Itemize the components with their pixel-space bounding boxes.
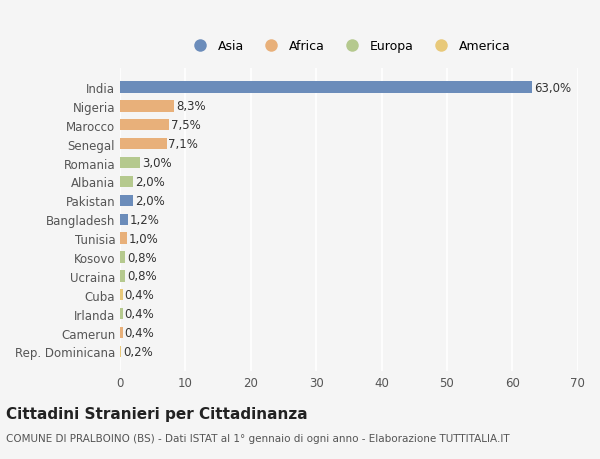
Text: 63,0%: 63,0% — [534, 81, 571, 95]
Legend: Asia, Africa, Europa, America: Asia, Africa, Europa, America — [182, 35, 515, 58]
Text: 7,5%: 7,5% — [171, 119, 201, 132]
Text: Cittadini Stranieri per Cittadinanza: Cittadini Stranieri per Cittadinanza — [6, 406, 308, 421]
Text: 0,8%: 0,8% — [127, 251, 157, 264]
Text: 8,3%: 8,3% — [176, 100, 206, 113]
Bar — [120, 101, 175, 112]
Bar — [120, 233, 127, 244]
Text: 0,4%: 0,4% — [125, 289, 154, 302]
Bar — [120, 120, 169, 131]
Text: 0,4%: 0,4% — [125, 326, 154, 339]
Text: 1,2%: 1,2% — [130, 213, 160, 226]
Text: 0,2%: 0,2% — [124, 345, 153, 358]
Bar — [120, 308, 123, 319]
Text: 2,0%: 2,0% — [135, 195, 165, 207]
Bar — [120, 327, 123, 339]
Text: 7,1%: 7,1% — [169, 138, 199, 151]
Bar — [120, 271, 125, 282]
Bar — [120, 139, 167, 150]
Bar — [120, 82, 532, 94]
Bar — [120, 157, 140, 169]
Bar — [120, 346, 121, 358]
Text: 2,0%: 2,0% — [135, 176, 165, 189]
Text: 1,0%: 1,0% — [128, 232, 158, 245]
Text: 0,8%: 0,8% — [127, 270, 157, 283]
Text: 3,0%: 3,0% — [142, 157, 172, 170]
Text: 0,4%: 0,4% — [125, 308, 154, 320]
Text: COMUNE DI PRALBOINO (BS) - Dati ISTAT al 1° gennaio di ogni anno - Elaborazione : COMUNE DI PRALBOINO (BS) - Dati ISTAT al… — [6, 433, 509, 442]
Bar — [120, 290, 123, 301]
Bar — [120, 214, 128, 225]
Bar — [120, 195, 133, 207]
Bar — [120, 252, 125, 263]
Bar — [120, 176, 133, 188]
